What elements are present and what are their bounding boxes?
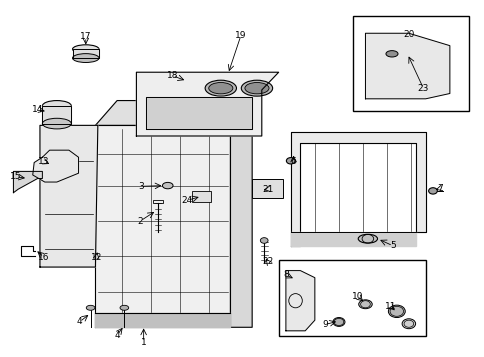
Bar	[192, 191, 211, 201]
Bar	[278, 260, 425, 336]
Ellipse shape	[286, 157, 294, 164]
Ellipse shape	[332, 317, 344, 326]
Text: 17: 17	[80, 32, 91, 41]
Text: 1: 1	[140, 338, 146, 347]
Text: 19: 19	[235, 31, 246, 40]
Text: 18: 18	[166, 71, 178, 80]
Text: 20: 20	[402, 30, 414, 39]
Text: 15: 15	[10, 172, 22, 181]
Ellipse shape	[260, 238, 268, 243]
Polygon shape	[290, 132, 425, 246]
Text: 24: 24	[181, 196, 192, 205]
Text: 3: 3	[138, 182, 144, 191]
Text: 7: 7	[437, 184, 442, 193]
Text: 13: 13	[38, 157, 49, 166]
Text: 14: 14	[32, 105, 43, 114]
Polygon shape	[230, 101, 252, 327]
Ellipse shape	[208, 82, 232, 94]
Ellipse shape	[385, 51, 397, 57]
Ellipse shape	[244, 82, 269, 94]
Ellipse shape	[120, 305, 128, 310]
Text: 5: 5	[389, 241, 395, 250]
Polygon shape	[32, 150, 78, 182]
Ellipse shape	[42, 118, 71, 129]
Text: 4: 4	[114, 331, 120, 340]
Polygon shape	[40, 125, 98, 267]
Ellipse shape	[73, 45, 99, 54]
Text: 2: 2	[137, 216, 143, 226]
Polygon shape	[365, 33, 449, 99]
Text: 12: 12	[91, 253, 102, 262]
Polygon shape	[14, 171, 42, 193]
Ellipse shape	[42, 101, 71, 111]
Ellipse shape	[358, 234, 377, 243]
Text: 10: 10	[351, 292, 362, 301]
Polygon shape	[42, 106, 71, 124]
Polygon shape	[95, 125, 230, 327]
Text: 8: 8	[283, 270, 288, 279]
Polygon shape	[290, 232, 415, 246]
Polygon shape	[146, 97, 252, 129]
Text: 11: 11	[384, 302, 396, 311]
Text: 23: 23	[417, 84, 428, 93]
Polygon shape	[95, 101, 252, 125]
Ellipse shape	[241, 80, 272, 96]
Text: 6: 6	[290, 157, 296, 166]
Text: 21: 21	[262, 185, 273, 193]
Polygon shape	[285, 271, 314, 331]
Text: 4: 4	[76, 317, 82, 326]
Ellipse shape	[401, 319, 415, 329]
Text: 16: 16	[38, 253, 49, 262]
Ellipse shape	[73, 54, 99, 62]
Text: 22: 22	[262, 257, 273, 266]
Text: 9: 9	[322, 320, 328, 329]
Polygon shape	[136, 72, 278, 136]
Ellipse shape	[388, 305, 405, 317]
Ellipse shape	[86, 305, 95, 310]
Bar	[252, 178, 283, 198]
Polygon shape	[73, 49, 99, 58]
Ellipse shape	[162, 182, 173, 189]
Bar	[153, 201, 163, 203]
Ellipse shape	[428, 188, 437, 194]
Ellipse shape	[205, 80, 236, 96]
Ellipse shape	[358, 300, 371, 309]
Polygon shape	[95, 313, 230, 327]
Bar	[353, 16, 468, 111]
